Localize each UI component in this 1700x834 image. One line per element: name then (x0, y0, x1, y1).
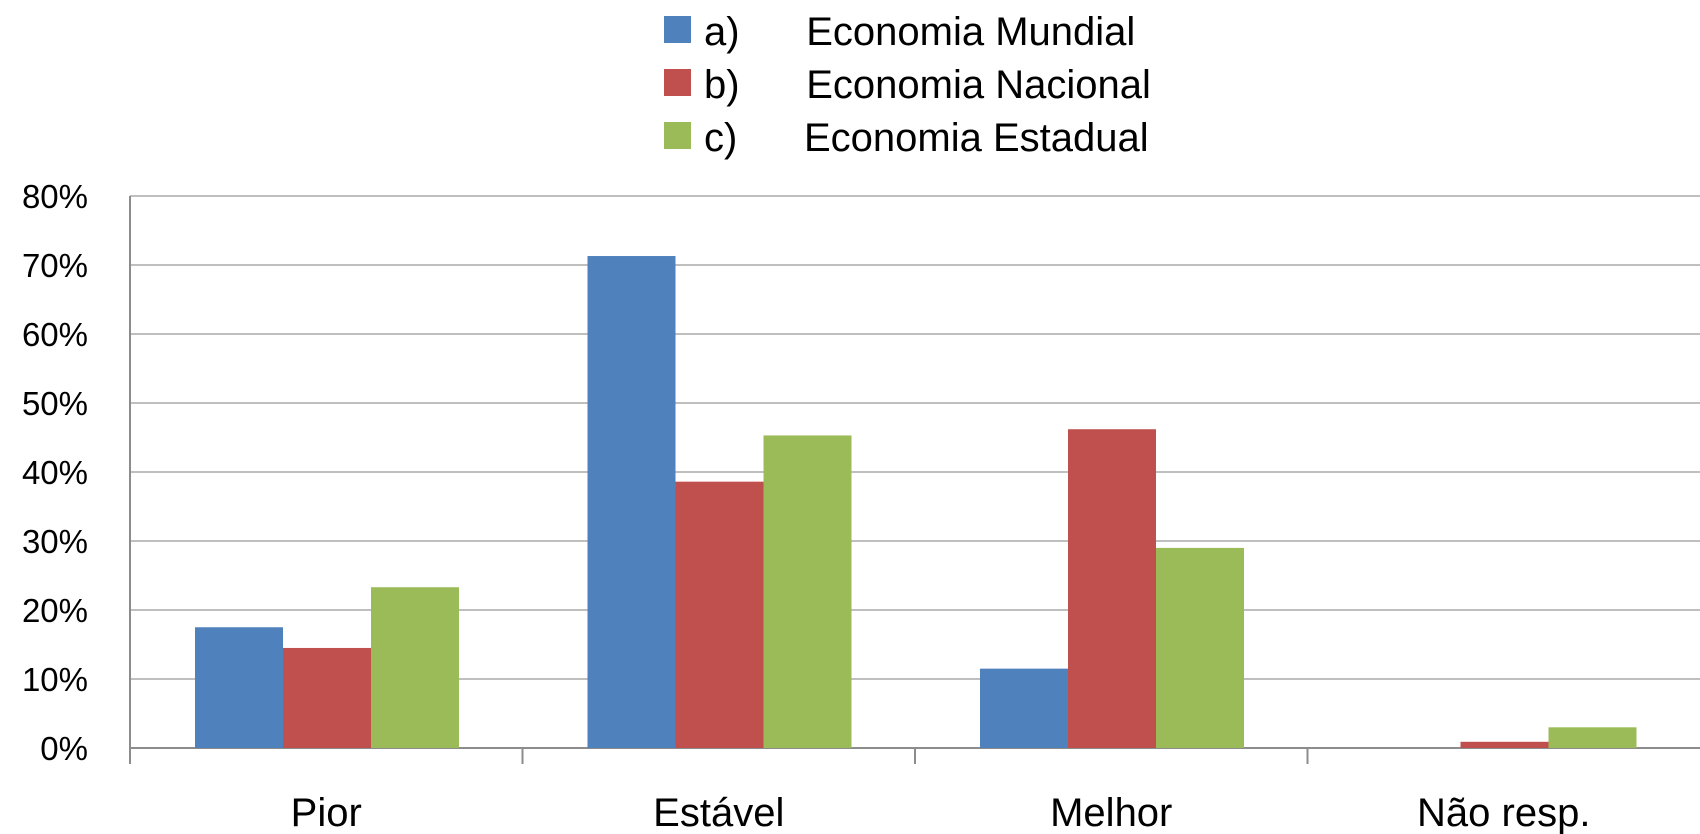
bar (1548, 727, 1637, 748)
gridlines (130, 195, 1700, 680)
bar (587, 256, 676, 748)
bar (980, 668, 1068, 748)
bar (763, 435, 852, 748)
axis-labels: 0% 10% 20% 30% 40% 50% 60% 70% 80% Pior Estável Mel… (22, 178, 1591, 834)
legend-entry: a) Economia Mundial (704, 10, 1135, 54)
bar (675, 481, 764, 748)
y-tick-label: 50% (22, 385, 88, 422)
y-tick-label: 0% (40, 730, 88, 767)
legend-entry: c) Economia Estadual (704, 116, 1149, 160)
legend: a) Economia Mundial b) Economia Nacional c… (664, 10, 1151, 160)
y-tick-label: 30% (22, 523, 88, 560)
y-tick-label: 10% (22, 661, 88, 698)
legend-swatch (664, 69, 691, 96)
bar (1156, 547, 1244, 748)
bar (283, 647, 371, 748)
legend-swatch (664, 122, 691, 149)
x-tick-label: Pior (291, 791, 362, 834)
x-tick-label: Estável (653, 791, 784, 834)
y-tick-label: 40% (22, 454, 88, 491)
bar (195, 627, 283, 748)
y-tick-label: 80% (22, 178, 88, 215)
y-tick-label: 70% (22, 247, 88, 284)
y-tick-label: 20% (22, 592, 88, 629)
bar (371, 587, 459, 748)
legend-entry: b) Economia Nacional (704, 63, 1151, 107)
y-tick-label: 60% (22, 316, 88, 353)
legend-swatch (664, 16, 691, 43)
bar (1068, 429, 1156, 748)
bars (195, 256, 1637, 748)
x-tick-label: Melhor (1050, 791, 1172, 834)
x-tick-label: Não resp. (1417, 791, 1590, 834)
bar (1460, 741, 1549, 748)
